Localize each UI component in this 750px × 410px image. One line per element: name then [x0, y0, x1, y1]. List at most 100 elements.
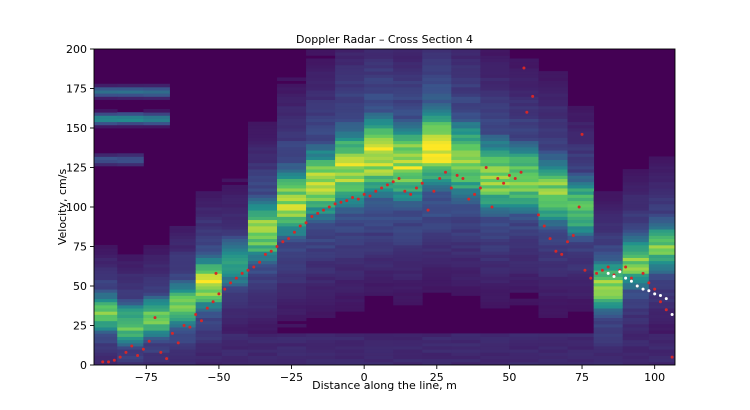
- heat-cell: [593, 355, 624, 360]
- heat-cell: [94, 267, 118, 271]
- heat-cell: [480, 172, 510, 176]
- heat-cell: [306, 282, 336, 287]
- heat-cell: [94, 156, 118, 160]
- heat-cell: [143, 361, 170, 365]
- heat-cell: [422, 96, 452, 100]
- heat-cell: [422, 124, 452, 129]
- heat-cell: [593, 232, 624, 236]
- heat-cell: [221, 311, 249, 315]
- heat-cell: [393, 55, 423, 59]
- heat-cell: [451, 197, 481, 202]
- heat-cell: [567, 289, 595, 293]
- heat-cell: [277, 292, 307, 296]
- heat-cell: [277, 118, 307, 123]
- heat-cell: [364, 134, 394, 138]
- heat-cell: [422, 67, 452, 72]
- heat-cell: [247, 229, 278, 233]
- y-tick-label: 100: [66, 201, 87, 214]
- heat-cell: [567, 342, 595, 347]
- heat-cell: [422, 222, 452, 227]
- data-point: [124, 350, 128, 354]
- heat-cell: [94, 159, 118, 164]
- heat-cell: [480, 263, 510, 268]
- heat-cell: [622, 361, 650, 365]
- heat-cell: [364, 207, 394, 211]
- heat-cell: [143, 333, 170, 337]
- heat-cell: [451, 225, 481, 230]
- heat-cell: [306, 115, 336, 119]
- heat-cell: [451, 80, 481, 85]
- heat-cell: [567, 143, 595, 148]
- heat-cell: [509, 248, 539, 252]
- heat-cell: [480, 169, 510, 173]
- heat-cell: [117, 257, 144, 262]
- heat-cell: [277, 137, 307, 142]
- heat-cell: [169, 346, 197, 350]
- heat-cell: [277, 200, 307, 205]
- heat-cell: [480, 232, 510, 236]
- heat-cell: [247, 267, 278, 271]
- heat-cell: [94, 248, 118, 252]
- heat-cell: [538, 169, 568, 173]
- heat-cell: [593, 225, 624, 230]
- heat-cell: [195, 210, 223, 214]
- heat-cell: [422, 71, 452, 75]
- heat-cell: [422, 352, 452, 356]
- heat-cell: [169, 352, 197, 356]
- heat-cell: [247, 349, 278, 353]
- heat-cell: [306, 267, 336, 271]
- heat-cell: [143, 112, 170, 116]
- heat-cell: [648, 188, 675, 192]
- heat-cell: [306, 61, 336, 66]
- heat-cell: [364, 251, 394, 255]
- data-point: [600, 268, 604, 272]
- heat-cell: [364, 254, 394, 258]
- heat-cell: [277, 188, 307, 192]
- heat-cell: [622, 232, 650, 236]
- data-point: [339, 200, 343, 204]
- heat-cell: [117, 301, 144, 306]
- heat-cell: [169, 289, 197, 293]
- velocity-profile-1: [117, 83, 144, 365]
- heat-cell: [195, 311, 223, 315]
- heat-cell: [335, 295, 365, 300]
- data-point: [647, 289, 651, 293]
- heat-cell: [480, 197, 510, 202]
- heat-cell: [117, 320, 144, 325]
- heat-cell: [451, 105, 481, 110]
- heat-cell: [335, 289, 365, 293]
- heat-cell: [509, 165, 539, 170]
- heat-cell: [169, 238, 197, 243]
- heat-cell: [509, 74, 539, 78]
- heat-cell: [306, 112, 336, 116]
- heat-cell: [117, 317, 144, 322]
- heat-cell: [567, 210, 595, 214]
- heat-cell: [422, 355, 452, 360]
- heat-cell: [195, 235, 223, 239]
- heat-cell: [195, 336, 223, 341]
- heat-cell: [509, 298, 539, 303]
- heat-cell: [335, 146, 365, 151]
- data-point: [606, 265, 610, 269]
- heat-cell: [277, 276, 307, 281]
- data-point: [101, 360, 105, 364]
- heat-cell: [247, 131, 278, 135]
- heat-cell: [306, 200, 336, 205]
- heat-cell: [422, 361, 452, 365]
- heat-cell: [593, 241, 624, 246]
- heat-cell: [335, 74, 365, 78]
- heat-cell: [117, 286, 144, 290]
- heat-cell: [277, 225, 307, 230]
- heat-cell: [221, 314, 249, 318]
- heat-cell: [335, 229, 365, 233]
- heat-cell: [94, 273, 118, 277]
- heat-cell: [393, 150, 423, 154]
- heat-cell: [221, 349, 249, 353]
- heat-cell: [538, 213, 568, 217]
- heat-cell: [364, 52, 394, 56]
- scatter-series-1: [606, 270, 674, 316]
- heat-cell: [117, 342, 144, 347]
- heat-cell: [422, 225, 452, 230]
- heat-cell: [247, 308, 278, 312]
- heat-cell: [335, 175, 365, 179]
